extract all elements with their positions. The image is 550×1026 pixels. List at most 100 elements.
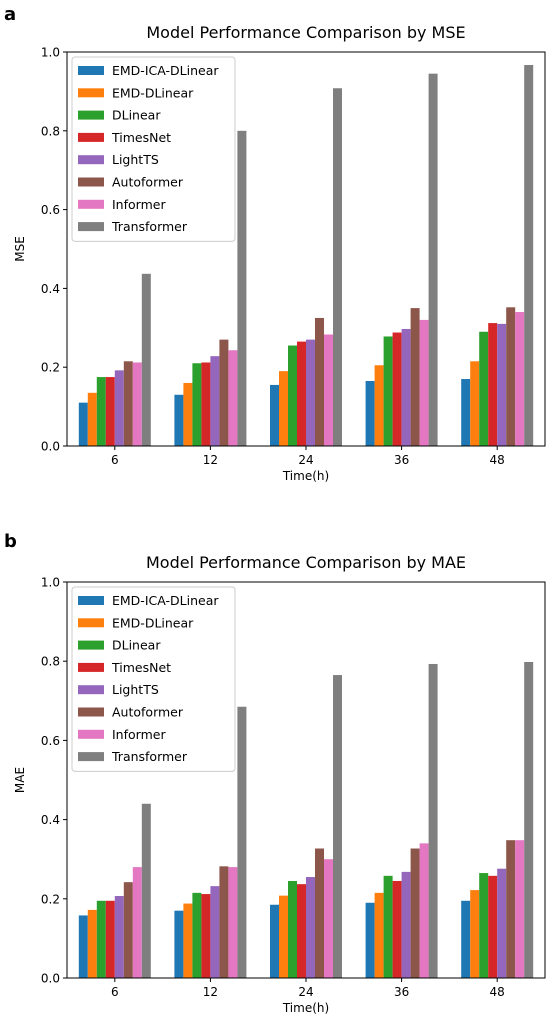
bar-lightts-24 bbox=[306, 339, 315, 446]
bar-timesnet-12 bbox=[201, 894, 211, 978]
y-tick-label: 0.4 bbox=[41, 282, 60, 296]
y-tick-label: 0.8 bbox=[41, 655, 60, 669]
panel-label: a bbox=[4, 4, 16, 25]
legend-swatch bbox=[78, 662, 104, 672]
bar-dlinear-6 bbox=[96, 377, 106, 446]
bar-emd-ica-dlinear-6 bbox=[78, 402, 88, 446]
bar-autoformer-24 bbox=[315, 317, 324, 446]
bar-lightts-48 bbox=[497, 323, 507, 446]
legend-label: DLinear bbox=[112, 108, 161, 123]
bar-transformer-48 bbox=[524, 65, 534, 446]
plot-frame bbox=[66, 51, 546, 447]
bar-informer-12 bbox=[228, 867, 238, 978]
legend-swatch bbox=[78, 222, 104, 232]
legend-swatch bbox=[78, 752, 104, 762]
bar-timesnet-24 bbox=[297, 884, 306, 978]
bar-emd-dlinear-48 bbox=[470, 361, 480, 446]
bar-emd-dlinear-12 bbox=[183, 382, 193, 446]
legend-swatch bbox=[78, 596, 104, 605]
y-tick-label: 0.4 bbox=[41, 813, 60, 827]
legend-label: Autoformer bbox=[112, 175, 184, 190]
y-tick-label: 0.0 bbox=[41, 440, 60, 454]
bar-dlinear-6 bbox=[96, 900, 106, 978]
y-tick-label: 0.0 bbox=[41, 972, 60, 986]
bar-timesnet-48 bbox=[488, 875, 498, 978]
bar-autoformer-12 bbox=[219, 866, 229, 978]
bar-emd-dlinear-24 bbox=[279, 371, 288, 446]
legend-swatch bbox=[78, 707, 104, 717]
bar-transformer-24 bbox=[333, 88, 342, 446]
y-axis-label: MSE bbox=[13, 236, 27, 262]
bar-dlinear-48 bbox=[479, 331, 489, 446]
legend-swatch bbox=[78, 88, 104, 98]
bar-emd-ica-dlinear-48 bbox=[461, 379, 471, 446]
bar-lightts-6 bbox=[114, 370, 124, 446]
chart-panel-a: a Model Performance Comparison by MSE 6 12 2… bbox=[4, 4, 546, 483]
bar-emd-ica-dlinear-36 bbox=[365, 380, 375, 446]
y-tick-label: 0.2 bbox=[41, 361, 60, 375]
legend-label: EMD-DLinear bbox=[112, 615, 194, 630]
plot-frame bbox=[66, 581, 546, 979]
bar-transformer-48 bbox=[524, 661, 534, 978]
chart-title: Model Performance Comparison by MSE bbox=[146, 23, 465, 42]
bar-emd-dlinear-6 bbox=[87, 392, 97, 446]
bar-dlinear-48 bbox=[479, 873, 489, 978]
bar-informer-36 bbox=[419, 319, 429, 446]
y-tick-label: 0.6 bbox=[41, 734, 60, 748]
legend-swatch bbox=[78, 155, 104, 165]
y-tick-label: 0.8 bbox=[41, 124, 60, 138]
x-tick-label: 12 bbox=[203, 985, 218, 999]
legend-label: Autoformer bbox=[112, 705, 184, 720]
bar-emd-dlinear-24 bbox=[279, 895, 288, 978]
chart-panel-b: b Model Performance Comparison by MAE 6 12 2… bbox=[4, 531, 546, 1015]
legend-label: EMD-ICA-DLinear bbox=[112, 593, 219, 608]
y-tick-label: 1.0 bbox=[41, 576, 60, 590]
x-tick-label: 12 bbox=[203, 453, 218, 467]
bar-informer-6 bbox=[132, 362, 142, 446]
bar-transformer-36 bbox=[428, 73, 438, 447]
bar-informer-24 bbox=[324, 859, 333, 978]
legend-box bbox=[71, 586, 236, 772]
legend-swatch bbox=[78, 640, 104, 650]
chart-title: Model Performance Comparison by MAE bbox=[146, 553, 466, 572]
bar-emd-dlinear-6 bbox=[87, 909, 97, 978]
x-tick-label: 36 bbox=[394, 453, 409, 467]
bar-emd-ica-dlinear-48 bbox=[461, 900, 471, 978]
bar-dlinear-12 bbox=[192, 363, 202, 446]
x-tick-label: 48 bbox=[490, 453, 505, 467]
x-tick-label: 24 bbox=[298, 985, 313, 999]
bar-informer-6 bbox=[132, 867, 142, 978]
bar-emd-ica-dlinear-36 bbox=[365, 902, 375, 978]
bar-transformer-6 bbox=[141, 803, 151, 978]
x-tick-label: 36 bbox=[394, 985, 409, 999]
bar-lightts-36 bbox=[401, 328, 411, 446]
bar-timesnet-6 bbox=[105, 900, 115, 978]
bar-informer-48 bbox=[515, 312, 525, 446]
legend-swatch bbox=[78, 110, 104, 120]
bar-timesnet-6 bbox=[105, 377, 115, 446]
legend: EMD-ICA-DLinear EMD-DLinear DLinear TimesNe… bbox=[71, 56, 236, 242]
legend-swatch bbox=[78, 618, 104, 628]
legend-label: TimesNet bbox=[111, 660, 171, 675]
bar-autoformer-48 bbox=[506, 840, 516, 978]
legend-box bbox=[71, 56, 236, 242]
y-tick-label: 0.6 bbox=[41, 203, 60, 217]
bar-transformer-24 bbox=[333, 675, 342, 978]
bar-transformer-36 bbox=[428, 663, 438, 978]
bar-autoformer-36 bbox=[410, 848, 420, 978]
legend-label: TimesNet bbox=[111, 130, 171, 145]
legend-label: Informer bbox=[112, 197, 166, 212]
bar-lightts-48 bbox=[497, 868, 507, 978]
bar-emd-dlinear-36 bbox=[374, 365, 384, 446]
bar-autoformer-12 bbox=[219, 339, 229, 446]
bars bbox=[78, 661, 534, 978]
bar-dlinear-24 bbox=[288, 345, 297, 446]
legend-swatch bbox=[78, 199, 104, 209]
x-axis-label: Time(h) bbox=[282, 469, 329, 483]
y-axis-label: MAE bbox=[13, 767, 27, 793]
legend-label: LightTS bbox=[112, 152, 159, 167]
legend-label: DLinear bbox=[112, 638, 161, 653]
x-tick-label: 6 bbox=[111, 985, 119, 999]
legend-label: Informer bbox=[112, 727, 166, 742]
x-axis-label: Time(h) bbox=[282, 1001, 329, 1015]
